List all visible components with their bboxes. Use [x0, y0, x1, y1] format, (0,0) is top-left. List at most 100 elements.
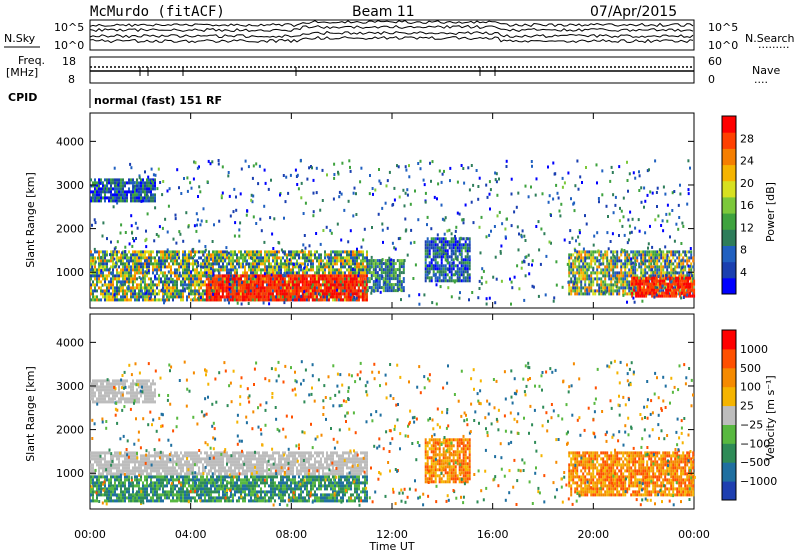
echo-cell	[613, 255, 616, 259]
echo-cell	[281, 289, 284, 293]
echo-cell	[324, 256, 326, 260]
echo-cell	[680, 268, 683, 272]
echo-cell	[418, 293, 421, 297]
echo-cell	[452, 237, 455, 241]
echo-cell	[161, 193, 164, 197]
echo-cell	[193, 224, 196, 228]
echo-cell	[424, 249, 427, 253]
echo-cell	[646, 271, 649, 275]
echo-cell	[186, 277, 188, 281]
echo-cell	[618, 234, 620, 237]
power-heatmap	[90, 158, 696, 306]
echo-cell	[114, 289, 116, 293]
echo-cell	[582, 274, 585, 278]
echo-cell	[647, 242, 650, 246]
echo-cell	[616, 280, 619, 284]
echo-cell	[614, 283, 617, 287]
echo-cell	[338, 298, 340, 302]
echo-cell	[485, 235, 488, 239]
echo-cell	[198, 283, 200, 287]
echo-cell	[608, 286, 611, 290]
echo-cell	[408, 175, 411, 179]
echo-cell	[90, 286, 92, 290]
echo-cell	[94, 262, 96, 266]
echo-cell	[217, 280, 220, 284]
echo-cell	[235, 295, 238, 299]
echo-cell	[101, 234, 104, 238]
echo-cell	[178, 274, 180, 278]
echo-cell	[666, 277, 669, 281]
echo-cell	[192, 255, 195, 258]
echo-cell	[156, 277, 158, 281]
echo-cell	[338, 195, 341, 199]
echo-cell	[186, 262, 188, 266]
echo-cell	[244, 159, 247, 163]
echo-cell	[281, 286, 284, 290]
echo-cell	[690, 280, 693, 284]
echo-cell	[238, 228, 241, 232]
echo-cell	[312, 283, 314, 287]
echo-cell	[258, 259, 260, 263]
echo-cell	[223, 286, 226, 290]
echo-cell	[94, 286, 96, 290]
echo-cell	[313, 277, 316, 281]
echo-cell	[644, 256, 647, 260]
echo-cell	[124, 292, 126, 296]
echo-cell	[344, 277, 346, 281]
echo-cell	[94, 277, 96, 281]
echo-cell	[578, 250, 581, 254]
echo-cell	[154, 178, 156, 182]
echo-cell	[138, 265, 140, 269]
echo-cell	[274, 256, 276, 260]
echo-cell	[630, 230, 633, 234]
echo-cell	[580, 259, 583, 263]
echo-cell	[620, 250, 623, 254]
echo-cell	[618, 289, 621, 293]
echo-cell	[140, 289, 143, 293]
echo-cell	[636, 274, 639, 278]
echo-cell	[403, 259, 406, 263]
echo-cell	[440, 180, 443, 184]
echo-cell	[106, 298, 108, 302]
echo-cell	[273, 295, 276, 299]
echo-cell	[92, 292, 94, 296]
echo-cell	[642, 274, 645, 278]
echo-cell	[341, 286, 344, 290]
echo-cell	[466, 273, 469, 277]
echo-cell	[100, 196, 102, 200]
echo-cell	[269, 286, 272, 290]
echo-cell	[172, 295, 174, 299]
echo-cell	[333, 176, 336, 180]
echo-cell	[136, 250, 138, 254]
echo-cell	[208, 268, 210, 272]
echo-cell	[353, 292, 356, 296]
echo-cell	[316, 256, 318, 260]
echo-cell	[301, 277, 304, 281]
echo-cell	[465, 237, 468, 241]
echo-cell	[144, 265, 146, 269]
echo-cell	[194, 262, 196, 266]
echo-cell	[689, 247, 692, 250]
echo-cell	[134, 190, 136, 194]
echo-cell	[325, 277, 328, 281]
echo-cell	[283, 283, 286, 287]
echo-cell	[584, 257, 587, 261]
echo-cell	[156, 265, 158, 269]
echo-cell	[347, 283, 350, 287]
echo-cell	[92, 181, 94, 185]
echo-cell	[639, 279, 642, 283]
echo-cell	[687, 188, 690, 192]
echo-cell	[347, 292, 350, 296]
echo-cell	[657, 279, 660, 283]
echo-cell	[445, 252, 448, 256]
echo-cell	[449, 179, 451, 183]
echo-cell	[635, 291, 638, 295]
echo-cell	[552, 161, 555, 165]
echo-cell	[333, 274, 336, 278]
echo-cell	[156, 286, 158, 290]
echo-cell	[374, 289, 377, 293]
echo-cell	[682, 265, 685, 269]
echo-cell	[98, 199, 100, 203]
echo-cell	[251, 200, 254, 204]
